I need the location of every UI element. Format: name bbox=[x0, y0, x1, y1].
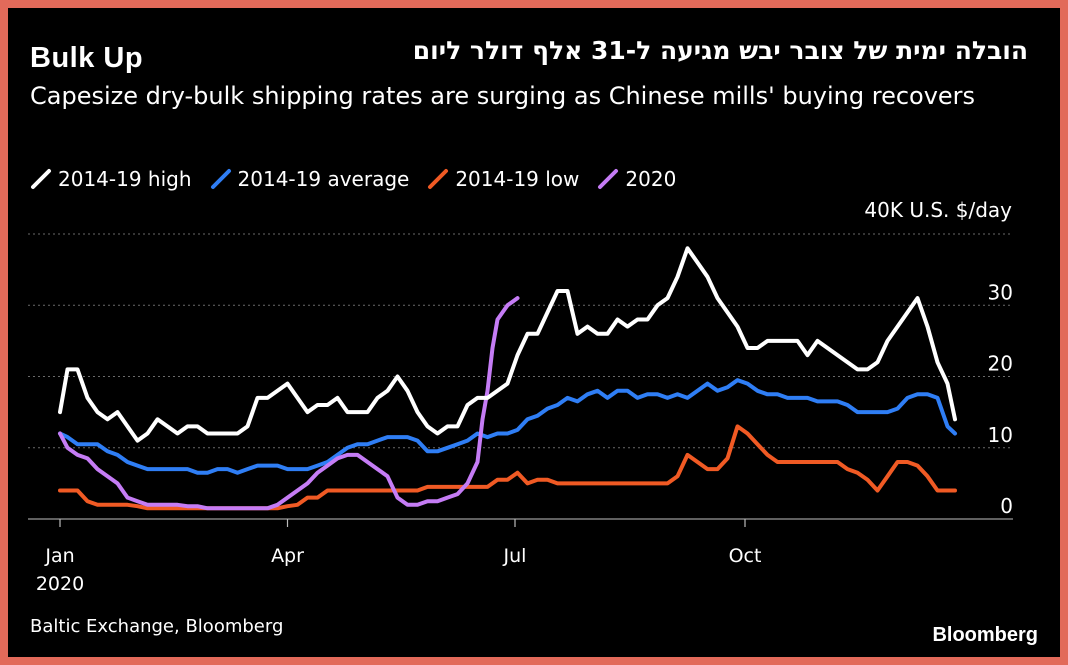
legend: 2014-19 high 2014-19 average 2014-19 low… bbox=[30, 164, 694, 194]
legend-item-high: 2014-19 high bbox=[30, 167, 192, 191]
legend-label-average: 2014-19 average bbox=[237, 167, 410, 191]
chart-title: Bulk Up bbox=[30, 42, 144, 74]
legend-label-low: 2014-19 low bbox=[455, 167, 580, 191]
legend-item-2020: 2020 bbox=[597, 167, 676, 191]
y-tick-label-30: 30 bbox=[988, 280, 1013, 304]
series-line-2014-19-low bbox=[58, 424, 957, 511]
x-tick-label-jan: Jan bbox=[44, 545, 74, 567]
chart-subtitle: Capesize dry-bulk shipping rates are sur… bbox=[30, 82, 976, 110]
source-note: Baltic Exchange, Bloomberg bbox=[30, 616, 284, 637]
x-tick-label-oct: Oct bbox=[729, 545, 762, 567]
legend-swatch-high bbox=[31, 169, 51, 189]
hebrew-headline: הובלה ימית של צובר יבש מגיעה ל-31 אלף דו… bbox=[412, 36, 1028, 65]
y-tick-label-20: 20 bbox=[988, 352, 1013, 376]
y-tick-label-0: 0 bbox=[1000, 494, 1013, 518]
y-tick-label-10: 10 bbox=[988, 423, 1013, 447]
series-line-2020 bbox=[58, 296, 520, 511]
bloomberg-logo: Bloomberg bbox=[932, 624, 1038, 646]
chart-plot: 0 10 20 30 Jan 2020 Apr Jul Oct bbox=[28, 233, 1013, 595]
series-line-2014-19-high bbox=[58, 246, 957, 443]
x-tick-label-jul: Jul bbox=[503, 545, 527, 567]
legend-swatch-average bbox=[210, 169, 231, 189]
legend-label-high: 2014-19 high bbox=[58, 167, 192, 191]
legend-item-average: 2014-19 average bbox=[210, 167, 410, 191]
x-tick-label-apr: Apr bbox=[271, 545, 304, 567]
y-axis-unit-label: 40K U.S. $/day bbox=[864, 198, 1012, 222]
series-line-2014-19-average bbox=[58, 378, 957, 475]
legend-item-low: 2014-19 low bbox=[427, 167, 579, 191]
legend-swatch-2020 bbox=[598, 169, 619, 189]
legend-label-2020: 2020 bbox=[625, 167, 677, 191]
chart-frame: Bulk Up הובלה ימית של צובר יבש מגיעה ל-3… bbox=[8, 8, 1060, 657]
x-tick-sublabel-jan: 2020 bbox=[36, 573, 84, 595]
legend-swatch-low bbox=[428, 169, 449, 189]
